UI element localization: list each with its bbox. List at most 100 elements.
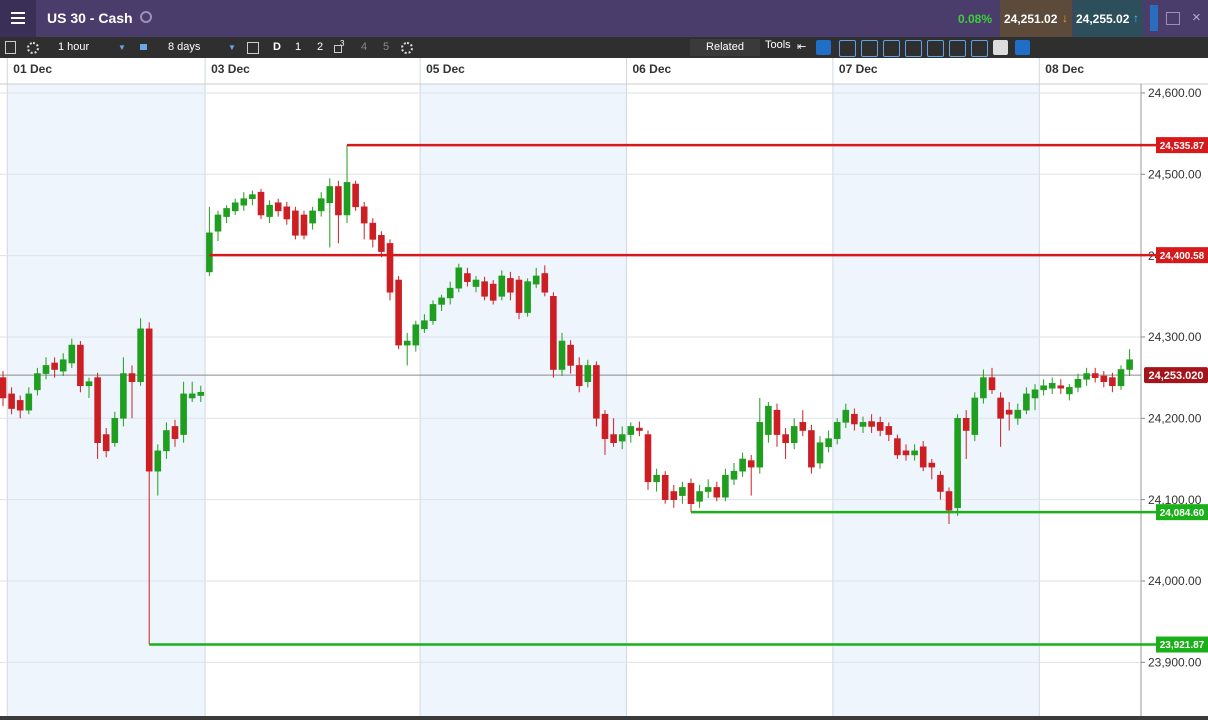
toolbar-button[interactable]: 1 [295, 41, 302, 53]
tool-icon[interactable] [949, 40, 966, 57]
toolbar-button[interactable]: 3 [340, 39, 345, 48]
candle-body [1109, 377, 1116, 387]
bottom-border [0, 716, 1208, 720]
candle-body [799, 422, 807, 431]
candle-body [154, 450, 162, 472]
date-strip [0, 58, 1208, 84]
dropdown-arrow: ▼ [228, 43, 236, 52]
layout-icon[interactable] [1150, 5, 1158, 31]
tool-icon[interactable] [1015, 40, 1030, 55]
tool-icon[interactable] [927, 40, 944, 57]
tool-icon[interactable] [883, 40, 900, 57]
candle-body [59, 359, 67, 372]
candle-body [352, 183, 359, 208]
candle-body [980, 377, 987, 399]
tools-button[interactable]: Tools [765, 39, 791, 51]
y-tick-label: 24,000.00 [1148, 574, 1202, 588]
toolbar-button[interactable]: 4 [361, 41, 368, 53]
candle-body [894, 438, 901, 456]
search-icon[interactable] [140, 11, 152, 23]
tool-icon[interactable] [971, 40, 988, 57]
candle-body [687, 483, 695, 505]
candle-body [730, 470, 738, 480]
candle-body [722, 474, 729, 498]
candle-body [816, 442, 824, 464]
close-icon[interactable]: × [1192, 9, 1201, 26]
interval-dropdown[interactable]: 1 hour ▼ [50, 39, 130, 56]
candle-body [395, 279, 402, 346]
candle-body [85, 381, 93, 387]
candle-body [610, 434, 617, 444]
candle-body [773, 409, 781, 435]
candle-body [679, 487, 686, 496]
candle-body [567, 344, 574, 366]
toolbar-button[interactable]: 5 [383, 41, 390, 53]
print-icon[interactable] [993, 40, 1008, 55]
candle-body [429, 304, 437, 321]
candle-body [859, 422, 867, 427]
candle-body [1023, 393, 1030, 411]
candle-body [214, 214, 222, 232]
candle-body [713, 487, 721, 498]
candle-body [558, 340, 566, 370]
candle-body [636, 427, 643, 431]
range-dropdown[interactable]: 8 days ▼ [160, 39, 240, 56]
candle-body [747, 460, 755, 468]
popout-icon[interactable] [1166, 12, 1180, 25]
candle-body [343, 182, 351, 216]
tool-icon[interactable] [861, 40, 878, 57]
tool-icon[interactable] [839, 40, 856, 57]
candle-body [8, 393, 15, 409]
settings-icon[interactable] [27, 42, 39, 54]
candle-body [446, 287, 454, 299]
tool-icon[interactable] [816, 40, 831, 55]
candle-body [911, 450, 918, 456]
candle-body [455, 267, 463, 289]
candle-body [145, 328, 153, 472]
bid-arrow: ↓ [1062, 11, 1068, 25]
toolbar-button[interactable]: D [273, 41, 281, 53]
bid-box[interactable]: 24,251.02 ↓ [1000, 0, 1072, 37]
candle-body [0, 377, 7, 399]
candle-body [180, 393, 187, 435]
change-percent: 0.08% [958, 12, 993, 26]
x-tick-label: 07 Dec [839, 62, 878, 76]
candle-body [317, 198, 325, 212]
lock-icon[interactable] [140, 44, 147, 50]
level-tag [1156, 247, 1208, 264]
candle-body [266, 204, 273, 217]
settings-icon[interactable] [401, 42, 413, 54]
candle-body [42, 365, 50, 374]
menu-button[interactable] [0, 0, 36, 37]
x-tick-label: 01 Dec [13, 62, 52, 76]
candle-body [507, 278, 514, 293]
level-label: 23,921.87 [1160, 640, 1205, 651]
last-price-tag [1144, 367, 1208, 384]
candle-body [928, 462, 936, 468]
related-button[interactable]: Related [690, 39, 760, 56]
candle-body [1117, 369, 1125, 387]
candle-body [335, 186, 342, 216]
back-icon[interactable]: ⇤ [797, 41, 807, 53]
toolbar-button[interactable]: 2 [317, 41, 324, 53]
candle-body [1005, 409, 1013, 415]
candle-body [954, 418, 961, 509]
candle-body [1048, 383, 1056, 389]
candle-body [163, 430, 170, 452]
tool-icon[interactable] [905, 40, 922, 57]
candle-body [16, 400, 24, 411]
candle-body [661, 474, 669, 500]
dropdown-arrow: ▼ [118, 43, 126, 52]
y-tick-label: 24,600.00 [1148, 86, 1202, 100]
list-icon[interactable] [5, 41, 16, 54]
day-band [7, 84, 206, 716]
calendar-icon[interactable] [247, 42, 259, 54]
candle-body [670, 491, 678, 500]
level-tag [1156, 504, 1208, 521]
candle-body [231, 202, 239, 212]
x-tick-label: 03 Dec [211, 62, 250, 76]
candle-body [51, 362, 58, 370]
ask-box[interactable]: 24,255.02 ↑ [1073, 0, 1143, 37]
candle-body [111, 418, 119, 444]
candle-body [790, 426, 798, 444]
